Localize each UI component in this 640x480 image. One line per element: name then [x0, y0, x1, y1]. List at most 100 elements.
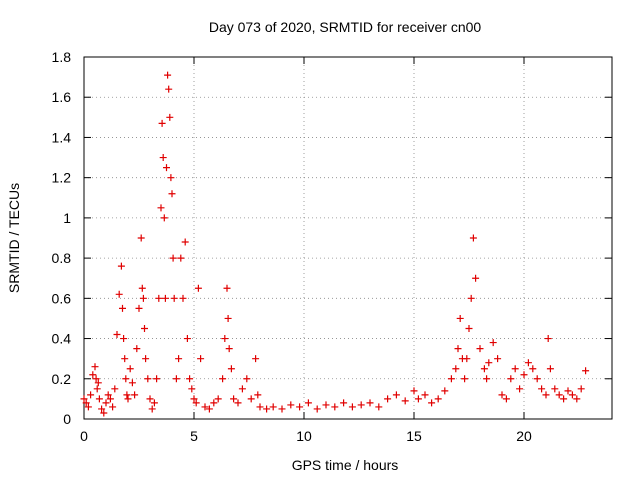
- x-tick-label: 5: [190, 428, 198, 444]
- data-point: [489, 339, 497, 347]
- y-tick-label: 0.2: [52, 371, 72, 387]
- chart-title: Day 073 of 2020, SRMTID for receiver cn0…: [209, 19, 482, 35]
- data-point: [469, 234, 477, 242]
- data-point: [144, 375, 152, 383]
- data-point: [153, 375, 161, 383]
- data-point: [124, 395, 132, 403]
- data-point: [225, 345, 233, 353]
- data-point: [181, 238, 189, 246]
- data-point: [414, 395, 422, 403]
- y-tick-label: 0.6: [52, 290, 72, 306]
- data-point: [139, 294, 147, 302]
- data-point: [252, 355, 260, 363]
- data-point: [94, 379, 102, 387]
- data-point: [155, 294, 163, 302]
- data-point: [465, 325, 473, 332]
- data-point: [126, 365, 134, 373]
- data-point: [84, 403, 92, 411]
- data-point: [117, 262, 125, 270]
- data-point: [109, 403, 117, 411]
- y-tick-label: 1.6: [52, 89, 72, 105]
- data-point: [214, 395, 222, 403]
- data-point: [447, 375, 455, 383]
- data-point: [92, 375, 100, 383]
- data-point: [428, 399, 436, 407]
- x-tick-label: 20: [516, 428, 532, 444]
- data-point: [538, 385, 546, 393]
- data-point: [201, 403, 209, 411]
- data-point: [98, 405, 106, 413]
- data-point: [544, 335, 552, 343]
- data-point: [186, 375, 194, 383]
- y-tick-label: 1.4: [52, 129, 72, 145]
- data-point: [123, 391, 131, 399]
- data-point: [452, 365, 460, 373]
- data-point: [197, 355, 205, 363]
- data-point: [234, 399, 242, 407]
- data-point: [141, 325, 148, 332]
- data-point: [190, 395, 198, 403]
- y-tick-label: 0.8: [52, 250, 72, 266]
- data-point: [188, 385, 196, 393]
- data-point: [146, 395, 154, 403]
- data-point: [87, 391, 95, 399]
- data-point: [221, 335, 229, 343]
- data-point: [142, 355, 150, 363]
- data-point: [192, 399, 200, 407]
- data-point: [256, 403, 264, 411]
- x-tick-label: 15: [406, 428, 422, 444]
- data-point: [128, 379, 136, 387]
- data-point: [82, 399, 90, 407]
- data-point: [454, 345, 462, 353]
- data-point: [219, 375, 227, 383]
- y-axis-label: SRMTID / TECUs: [6, 183, 22, 293]
- data-point: [480, 365, 488, 373]
- y-tick-label: 0.4: [52, 331, 72, 347]
- data-point: [133, 345, 141, 353]
- data-point: [104, 391, 112, 399]
- data-point: [159, 154, 167, 162]
- data-point: [582, 367, 590, 375]
- data-point: [331, 403, 339, 411]
- data-point: [95, 395, 103, 403]
- data-point: [93, 385, 101, 393]
- data-point: [529, 365, 537, 373]
- data-point: [456, 314, 464, 322]
- data-point: [238, 385, 246, 393]
- data-point: [89, 371, 97, 379]
- data-points: [80, 71, 590, 417]
- data-point: [304, 399, 312, 407]
- data-point: [91, 363, 99, 371]
- data-point: [170, 294, 178, 302]
- data-point: [243, 375, 251, 383]
- data-point: [322, 401, 330, 409]
- data-point: [164, 71, 172, 79]
- data-point: [135, 304, 143, 312]
- data-point: [115, 290, 123, 298]
- data-point: [167, 174, 175, 182]
- data-point: [157, 204, 165, 212]
- data-point: [160, 214, 168, 222]
- data-point: [524, 359, 532, 367]
- data-point: [366, 399, 374, 407]
- data-point: [119, 304, 126, 312]
- data-point: [434, 395, 442, 403]
- data-point: [177, 254, 185, 262]
- data-point: [577, 385, 585, 393]
- data-point: [498, 391, 506, 399]
- data-point: [511, 365, 519, 373]
- grid: [84, 57, 612, 419]
- data-point: [348, 403, 356, 411]
- y-tick-label: 1.2: [52, 170, 72, 186]
- data-point: [113, 331, 121, 339]
- data-point: [179, 294, 187, 302]
- data-point: [313, 405, 321, 413]
- y-tick-label: 0: [63, 411, 71, 427]
- data-point: [158, 119, 166, 127]
- data-point: [165, 85, 173, 93]
- data-point: [137, 234, 145, 242]
- data-point: [121, 355, 129, 363]
- data-point: [210, 399, 218, 407]
- data-point: [551, 385, 559, 393]
- y-tick-label: 1: [63, 210, 71, 226]
